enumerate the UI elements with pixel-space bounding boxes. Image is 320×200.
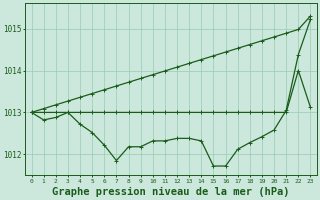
X-axis label: Graphe pression niveau de la mer (hPa): Graphe pression niveau de la mer (hPa) — [52, 186, 290, 197]
